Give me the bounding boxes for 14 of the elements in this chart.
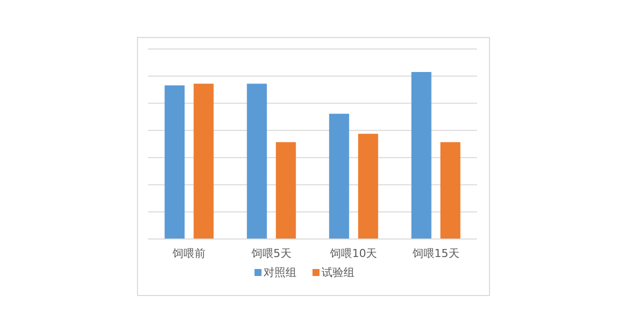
- bar: [246, 84, 267, 239]
- x-tick-label: 饲喂前: [172, 247, 206, 260]
- bar: [329, 114, 350, 239]
- bar: [276, 142, 296, 239]
- bar: [440, 142, 460, 239]
- bar: [194, 84, 214, 239]
- bar: [164, 85, 185, 239]
- x-tick-label: 饲喂10天: [329, 247, 378, 260]
- bar: [358, 134, 378, 239]
- legend-label: 试验组: [322, 266, 354, 279]
- legend-label: 对照组: [264, 266, 296, 279]
- x-tick-label: 饲喂5天: [250, 247, 292, 260]
- x-tick-label: 饲喂15天: [411, 247, 460, 260]
- bar: [411, 72, 432, 239]
